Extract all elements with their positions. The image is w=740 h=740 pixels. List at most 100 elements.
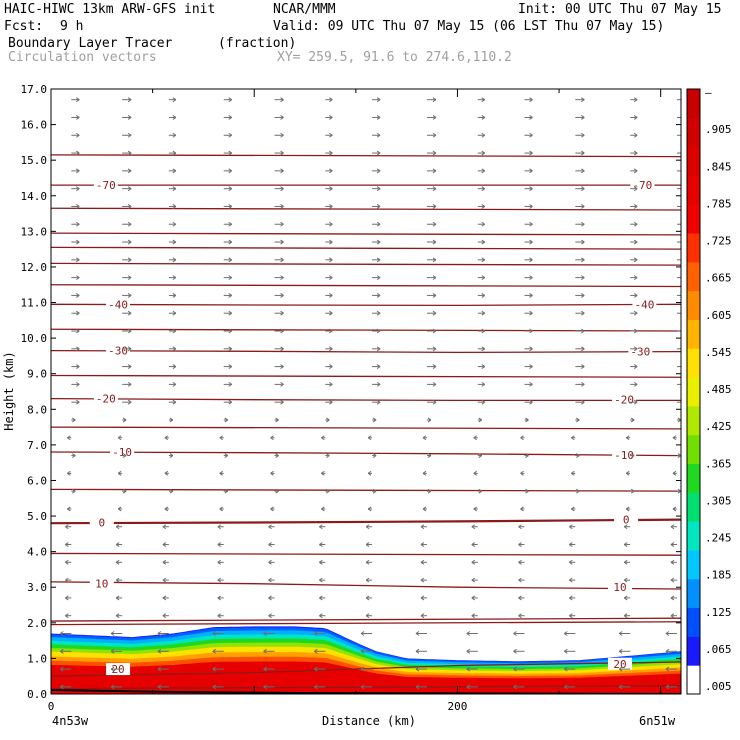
wind-vector-head	[164, 506, 169, 512]
isotherm-label-bg	[89, 516, 114, 529]
wind-vector-head	[432, 239, 437, 245]
wind-vector-head	[365, 595, 370, 601]
wind-vector-head	[280, 292, 284, 298]
wind-vector-head	[110, 684, 115, 690]
wind-vector-head	[525, 488, 529, 494]
wind-vector-head	[21, 436, 24, 440]
x-axis-title: Distance (km)	[322, 714, 416, 728]
y-tick-label: 9.0	[27, 368, 47, 381]
wind-vector-head	[280, 186, 284, 192]
tracer-band	[51, 661, 681, 694]
wind-vector-head	[65, 524, 69, 530]
wind-vector-head	[268, 524, 272, 530]
wind-vector-head	[682, 400, 685, 404]
colorbar-label: .365	[705, 457, 732, 470]
wind-vector-head	[432, 257, 437, 263]
wind-vector-head	[569, 577, 573, 583]
wind-vector-head	[329, 186, 333, 192]
colorbar-swatch	[687, 290, 700, 320]
wind-vector-head	[376, 132, 381, 138]
wind-vector-head	[228, 221, 233, 227]
wind-vector-head	[481, 310, 486, 316]
wind-vector-head	[478, 453, 483, 458]
wind-vector-head	[263, 684, 267, 690]
wind-vector-head	[365, 577, 370, 583]
wind-vector-head	[473, 435, 478, 441]
wind-vector-head	[633, 204, 638, 209]
wind-vector-head	[376, 364, 381, 370]
wind-vector-head	[157, 648, 162, 654]
wind-vector-head	[665, 684, 670, 690]
wind-vector-head	[427, 417, 432, 423]
wind-vector-head	[581, 310, 585, 316]
wind-vector-head	[224, 453, 229, 458]
wind-vector-head	[224, 417, 229, 423]
wind-vector-head	[172, 292, 177, 298]
wind-vector-head	[432, 364, 437, 370]
wind-vector-head	[157, 631, 162, 636]
wind-vector-head	[122, 453, 127, 458]
wind-vector-head	[280, 328, 284, 334]
wind-vector-head	[481, 168, 486, 174]
wind-vector-head	[471, 595, 476, 601]
wind-vector-head	[420, 577, 425, 583]
isotherm-label: -20	[96, 393, 116, 406]
wind-vector-head	[481, 97, 486, 103]
wind-vector-head	[529, 132, 533, 138]
wind-vector-head	[529, 239, 533, 245]
wind-vector-head	[280, 399, 284, 405]
wind-vector-head	[172, 275, 177, 281]
wind-vector-head	[630, 453, 635, 458]
model-title: HAIC-HIWC 13km ARW-GFS init	[4, 2, 216, 17]
wind-vector-head	[625, 435, 630, 441]
wind-vector-head	[115, 595, 120, 601]
wind-vector-head	[525, 417, 529, 423]
wind-vector-head	[481, 275, 486, 281]
wind-vector-head	[76, 186, 80, 192]
wind-vector-head	[212, 631, 217, 636]
wind-vector-head	[228, 399, 233, 405]
colorbar-label: –	[705, 86, 712, 99]
wind-vector-head	[280, 364, 284, 370]
wind-vector-head	[581, 239, 585, 245]
wind-vector-head	[420, 542, 425, 547]
wind-vector-head	[682, 133, 685, 137]
wind-vector-head	[481, 381, 486, 387]
wind-vector-head	[270, 506, 274, 512]
colorbar-swatch	[687, 492, 700, 522]
wind-vector-head	[29, 382, 32, 386]
wind-vector-head	[581, 275, 585, 281]
wind-vector-head	[72, 453, 76, 458]
wind-vector-head	[633, 150, 638, 156]
wind-vector-head	[633, 239, 638, 245]
wind-vector-head	[432, 132, 437, 138]
wind-vector-head	[466, 684, 471, 690]
isotherm-line	[51, 621, 681, 626]
wind-vector-head	[162, 524, 167, 530]
wind-vector-head	[376, 257, 381, 263]
wind-vector-head	[376, 328, 381, 334]
wind-vector-head	[365, 542, 370, 547]
forecast-hour: 9 h	[60, 19, 84, 34]
wind-vector-head	[280, 310, 284, 316]
wind-vector-head	[581, 364, 585, 370]
wind-vector-head	[682, 115, 685, 119]
isotherm-line	[51, 349, 681, 354]
wind-vector-head	[427, 488, 432, 494]
wind-vector-head	[481, 150, 486, 156]
wind-vector-head	[164, 470, 169, 476]
wind-vector-head	[329, 221, 333, 227]
wind-vector-head	[76, 97, 80, 103]
wind-vector-head	[219, 470, 224, 476]
tracer-field	[51, 626, 681, 694]
wind-vector-head	[481, 186, 486, 192]
x-left-endpoint-label: 4n53w	[52, 714, 89, 728]
wind-vector-head	[360, 684, 365, 690]
wind-vector-head	[623, 542, 628, 547]
forecast-label: Fcst:	[4, 19, 44, 34]
wind-vector-head	[67, 506, 71, 512]
wind-vector-head	[329, 150, 333, 156]
wind-vector-head	[623, 559, 628, 565]
wind-vector-head	[581, 186, 585, 192]
isotherm-label-bg	[93, 392, 118, 405]
